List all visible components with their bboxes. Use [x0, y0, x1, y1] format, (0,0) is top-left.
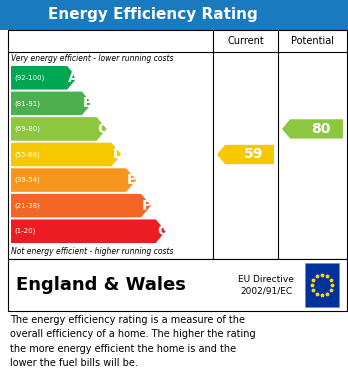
Text: D: D — [112, 147, 124, 161]
Polygon shape — [217, 145, 274, 164]
Text: (92-100): (92-100) — [14, 75, 45, 81]
Text: (1-20): (1-20) — [14, 228, 35, 235]
Bar — [0, 0, 348, 30]
Bar — [8, 30, 347, 259]
Text: G: G — [157, 224, 168, 238]
Text: (55-68): (55-68) — [14, 151, 40, 158]
Polygon shape — [11, 117, 106, 141]
Text: E: E — [127, 173, 137, 187]
Text: Potential: Potential — [291, 36, 334, 46]
Text: A: A — [68, 71, 79, 85]
Text: 59: 59 — [244, 147, 263, 161]
Polygon shape — [11, 194, 151, 217]
Text: B: B — [83, 96, 94, 110]
Text: Energy Efficiency Rating: Energy Efficiency Rating — [48, 7, 258, 23]
Text: England & Wales: England & Wales — [16, 276, 186, 294]
Text: Current: Current — [227, 36, 264, 46]
Text: Very energy efficient - lower running costs: Very energy efficient - lower running co… — [11, 54, 174, 63]
Polygon shape — [11, 91, 92, 115]
Bar — [305, 263, 339, 307]
Polygon shape — [11, 66, 77, 90]
Polygon shape — [282, 119, 343, 138]
Polygon shape — [11, 219, 166, 243]
Text: The energy efficiency rating is a measure of the
overall efficiency of a home. T: The energy efficiency rating is a measur… — [10, 315, 256, 368]
Text: 2002/91/EC: 2002/91/EC — [240, 287, 292, 296]
Text: (39-54): (39-54) — [14, 177, 40, 183]
Text: (21-38): (21-38) — [14, 203, 40, 209]
Text: (81-91): (81-91) — [14, 100, 40, 107]
Text: EU Directive: EU Directive — [238, 274, 294, 283]
Text: Not energy efficient - higher running costs: Not energy efficient - higher running co… — [11, 247, 174, 256]
Text: 80: 80 — [311, 122, 330, 136]
Polygon shape — [11, 143, 121, 166]
Polygon shape — [11, 168, 136, 192]
Text: F: F — [142, 199, 151, 213]
Text: C: C — [98, 122, 108, 136]
Bar — [8, 259, 347, 311]
Text: (69-80): (69-80) — [14, 126, 40, 132]
